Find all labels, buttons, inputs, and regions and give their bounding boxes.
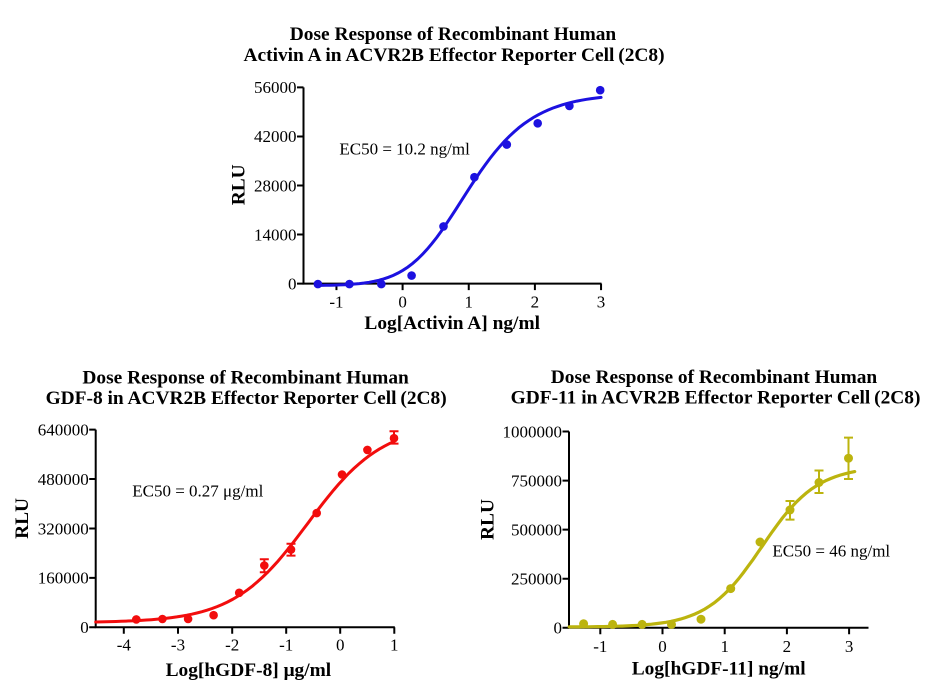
svg-text:28000: 28000	[254, 176, 297, 195]
svg-text:-4: -4	[117, 636, 132, 655]
svg-text:1: 1	[465, 292, 474, 311]
svg-text:-2: -2	[225, 636, 239, 655]
svg-text:1: 1	[390, 636, 399, 655]
svg-text:250000: 250000	[511, 570, 562, 589]
svg-text:56000: 56000	[254, 78, 297, 97]
svg-text:GDF-8 in ACVR2B Effector Repor: GDF-8 in ACVR2B Effector Reporter Cell (…	[46, 388, 451, 409]
svg-text:1: 1	[720, 637, 729, 656]
svg-text:RLU: RLU	[478, 499, 499, 540]
svg-text:3: 3	[845, 637, 854, 656]
svg-text:Dose Response of Recombinant H: Dose Response of Recombinant Human	[551, 367, 878, 388]
svg-text:Dose Response of Recombinant H: Dose Response of Recombinant Human	[82, 367, 409, 388]
svg-text:0: 0	[288, 274, 297, 293]
svg-text:750000: 750000	[511, 471, 562, 490]
svg-text:EC50 = 0.27 μg/ml: EC50 = 0.27 μg/ml	[132, 481, 263, 500]
svg-text:0: 0	[398, 292, 407, 311]
svg-text:640000: 640000	[38, 420, 89, 439]
svg-text:320000: 320000	[38, 519, 89, 538]
svg-text:-1: -1	[329, 292, 343, 311]
svg-text:160000: 160000	[38, 569, 89, 588]
svg-text:2: 2	[531, 292, 540, 311]
svg-text:0: 0	[80, 618, 89, 637]
svg-text:EC50 = 46 ng/ml: EC50 = 46 ng/ml	[772, 542, 890, 561]
svg-text:1000000: 1000000	[503, 422, 563, 441]
svg-text:RLU: RLU	[12, 498, 33, 539]
svg-text:Log[hGDF-11] ng/ml: Log[hGDF-11] ng/ml	[632, 659, 807, 680]
svg-text:0: 0	[554, 619, 563, 638]
svg-text:GDF-11 in ACVR2B Effector Repo: GDF-11 in ACVR2B Effector Reporter Cell …	[511, 388, 925, 409]
svg-text:EC50 = 10.2 ng/ml: EC50 = 10.2 ng/ml	[339, 140, 470, 159]
svg-text:Log[hGDF-8] μg/ml: Log[hGDF-8] μg/ml	[166, 660, 332, 681]
svg-text:14000: 14000	[254, 225, 297, 244]
svg-text:Activin A in ACVR2B Effector R: Activin A in ACVR2B Effector Reporter Ce…	[244, 45, 669, 66]
svg-text:RLU: RLU	[229, 164, 250, 205]
svg-text:-3: -3	[171, 636, 185, 655]
svg-text:-1: -1	[593, 637, 607, 656]
svg-text:Log[Activin A] ng/ml: Log[Activin A] ng/ml	[364, 313, 540, 334]
svg-text:3: 3	[597, 292, 606, 311]
svg-text:Dose Response of Recombinant H: Dose Response of Recombinant Human	[290, 24, 617, 45]
svg-text:0: 0	[336, 636, 345, 655]
svg-text:480000: 480000	[38, 470, 89, 489]
svg-text:2: 2	[783, 637, 792, 656]
svg-text:-1: -1	[279, 636, 293, 655]
svg-text:500000: 500000	[511, 520, 562, 539]
svg-text:42000: 42000	[254, 127, 297, 146]
svg-text:0: 0	[658, 637, 667, 656]
